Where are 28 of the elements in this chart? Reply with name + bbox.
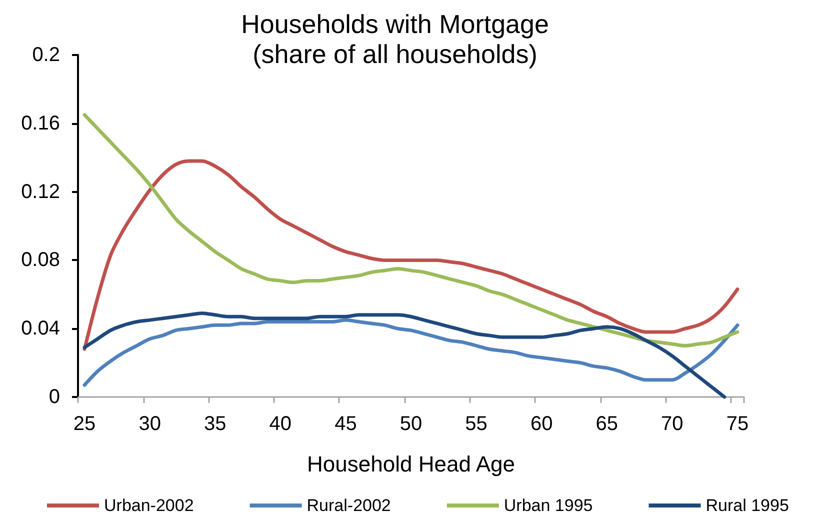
x-tick-label: 70 bbox=[661, 413, 684, 435]
x-axis-title: Household Head Age bbox=[307, 452, 515, 476]
x-tick-label: 45 bbox=[334, 413, 357, 435]
x-tick-label: 30 bbox=[138, 413, 161, 435]
line-series bbox=[82, 159, 740, 351]
y-tick-label: 0.08 bbox=[21, 249, 60, 272]
line-series bbox=[82, 318, 740, 387]
y-tick-label: 0 bbox=[48, 386, 60, 408]
x-tick-label: 60 bbox=[530, 413, 553, 435]
legend-label: Urban 1995 bbox=[504, 496, 593, 515]
chart-title: Households with Mortgage bbox=[241, 9, 549, 39]
x-tick-label: 50 bbox=[400, 413, 422, 435]
chart-subtitle: (share of all households) bbox=[252, 39, 538, 69]
y-tick-label: 0.12 bbox=[21, 180, 60, 203]
line-series bbox=[82, 113, 740, 348]
x-tick-label: 75 bbox=[726, 413, 749, 435]
x-tick-label: 40 bbox=[269, 413, 292, 435]
line-series bbox=[82, 311, 726, 399]
legend-label: Rural-2002 bbox=[306, 496, 391, 515]
legend-label: Urban-2002 bbox=[104, 496, 194, 515]
y-tick-label: 0.16 bbox=[21, 112, 60, 134]
y-tick-label: 0.04 bbox=[21, 318, 60, 340]
y-tick-label: 0.2 bbox=[32, 44, 60, 66]
legend-label: Rural 1995 bbox=[706, 496, 789, 515]
x-tick-label: 55 bbox=[465, 413, 488, 435]
x-tick-label: 65 bbox=[596, 413, 618, 435]
x-tick-label: 35 bbox=[204, 413, 226, 435]
x-tick-label: 25 bbox=[73, 413, 96, 435]
